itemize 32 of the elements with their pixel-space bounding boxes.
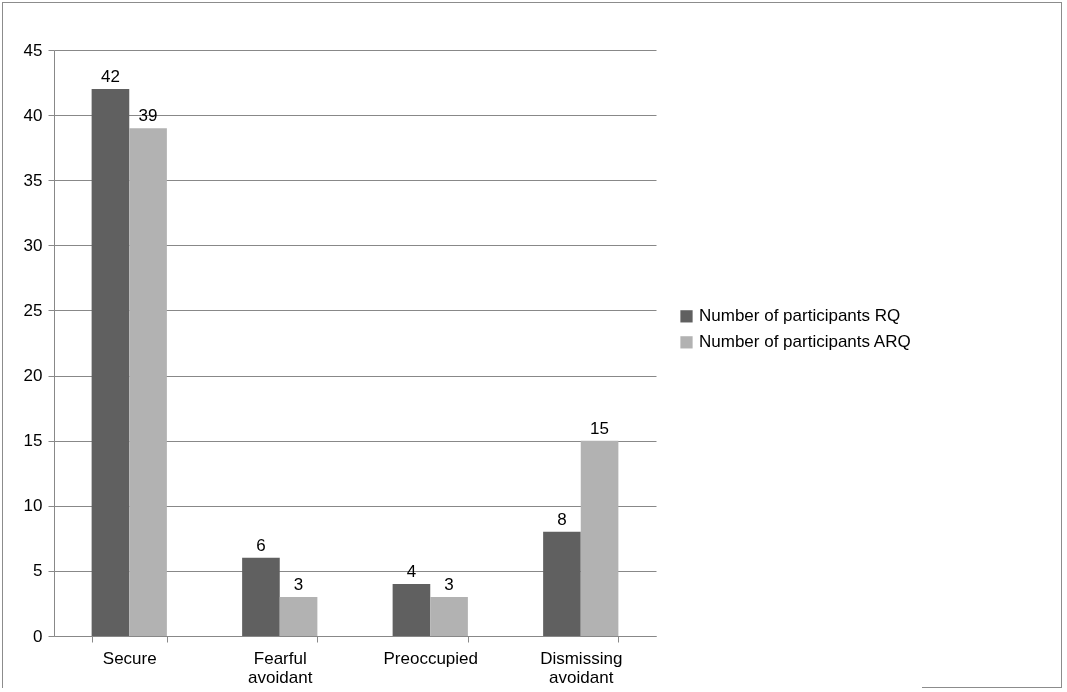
bar <box>430 596 468 636</box>
bar <box>392 583 431 636</box>
bar <box>543 531 581 636</box>
bar <box>242 557 280 636</box>
bar <box>580 440 619 636</box>
y-tick-label: 25 <box>23 300 43 320</box>
data-label: 15 <box>590 418 610 438</box>
bar <box>129 128 167 636</box>
data-label: 6 <box>256 535 266 555</box>
data-label: 3 <box>293 574 304 594</box>
x-tick-label: Dismissing avoidant <box>540 648 623 687</box>
x-tick-label: Preoccupied <box>383 648 479 668</box>
bar <box>279 596 318 636</box>
x-tick-label: Secure <box>102 648 157 668</box>
legend-label: Number of participants RQ <box>699 306 901 326</box>
data-label: 39 <box>138 106 158 126</box>
y-tick-label: 5 <box>33 561 43 581</box>
y-tick-label: 35 <box>23 170 43 190</box>
data-label: 4 <box>406 561 417 581</box>
legend-label: Number of participants ARQ <box>699 332 911 352</box>
data-label: 8 <box>557 509 567 529</box>
x-tick-label: Fearful avoidant <box>248 648 313 687</box>
bar <box>91 89 130 636</box>
y-tick-label: 20 <box>23 366 43 386</box>
y-tick-label: 30 <box>23 235 43 255</box>
y-tick-label: 0 <box>33 626 43 646</box>
data-label: 42 <box>100 67 120 87</box>
y-tick-label: 40 <box>23 105 43 125</box>
y-tick-label: 45 <box>23 40 43 60</box>
y-tick-label: 15 <box>23 431 43 451</box>
y-tick-label: 10 <box>23 496 43 516</box>
data-label: 3 <box>444 574 454 594</box>
